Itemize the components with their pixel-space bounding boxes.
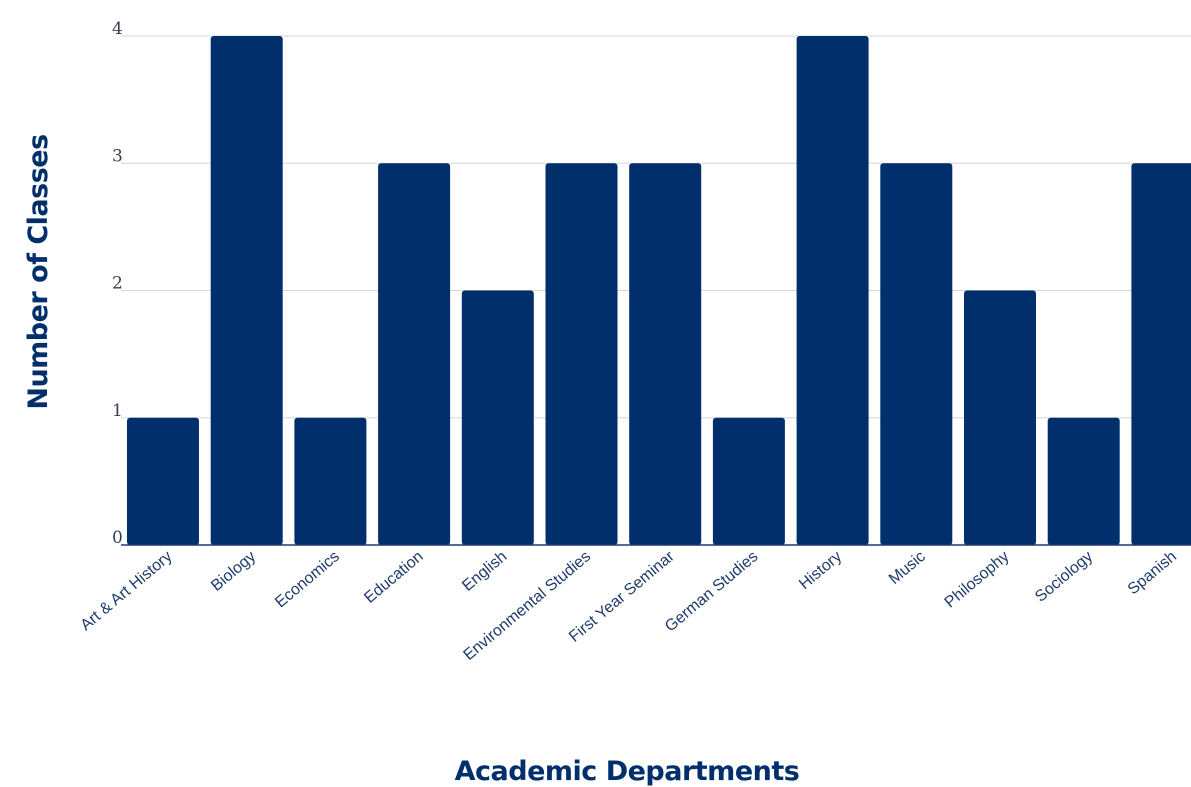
x-axis-ticks: Art & Art History Biology Economics Educati… <box>77 548 1180 664</box>
y-tick-label-0: 0 <box>112 528 123 548</box>
x-tick-label-0: Art & Art History <box>77 548 175 634</box>
x-tick-label-4: English <box>459 548 510 595</box>
x-tick-label-1: Biology <box>208 548 259 595</box>
x-axis-title: Academic Departments <box>455 756 800 787</box>
y-tick-label-1: 1 <box>112 401 123 421</box>
y-axis-ticks: 0 1 2 3 4 <box>112 19 123 548</box>
bar-8 <box>796 36 869 545</box>
y-axis-title: Number of Classes <box>23 134 54 409</box>
x-tick-label-9: Music <box>886 548 929 588</box>
x-tick-label-12: Spanish <box>1125 548 1180 598</box>
bar-6 <box>629 163 702 545</box>
y-tick-label-2: 2 <box>112 274 123 294</box>
bar-12 <box>1131 163 1191 545</box>
bars <box>127 36 1191 545</box>
x-tick-label-10: Philosophy <box>942 548 1013 611</box>
bar-5 <box>545 163 618 545</box>
x-tick-label-11: Sociology <box>1032 548 1096 606</box>
bar-11 <box>1047 417 1120 545</box>
bar-4 <box>461 290 534 545</box>
y-tick-label-3: 3 <box>112 146 123 166</box>
bar-1 <box>210 36 283 545</box>
bar-9 <box>880 163 953 545</box>
bar-3 <box>378 163 451 545</box>
bar-0 <box>127 417 199 545</box>
y-tick-label-4: 4 <box>112 19 123 39</box>
bar-2 <box>294 417 367 545</box>
x-tick-label-2: Economics <box>272 548 343 611</box>
x-tick-label-3: Education <box>361 548 426 607</box>
bar-7 <box>712 417 785 545</box>
bar-10 <box>964 290 1036 545</box>
x-tick-label-8: History <box>796 548 845 593</box>
